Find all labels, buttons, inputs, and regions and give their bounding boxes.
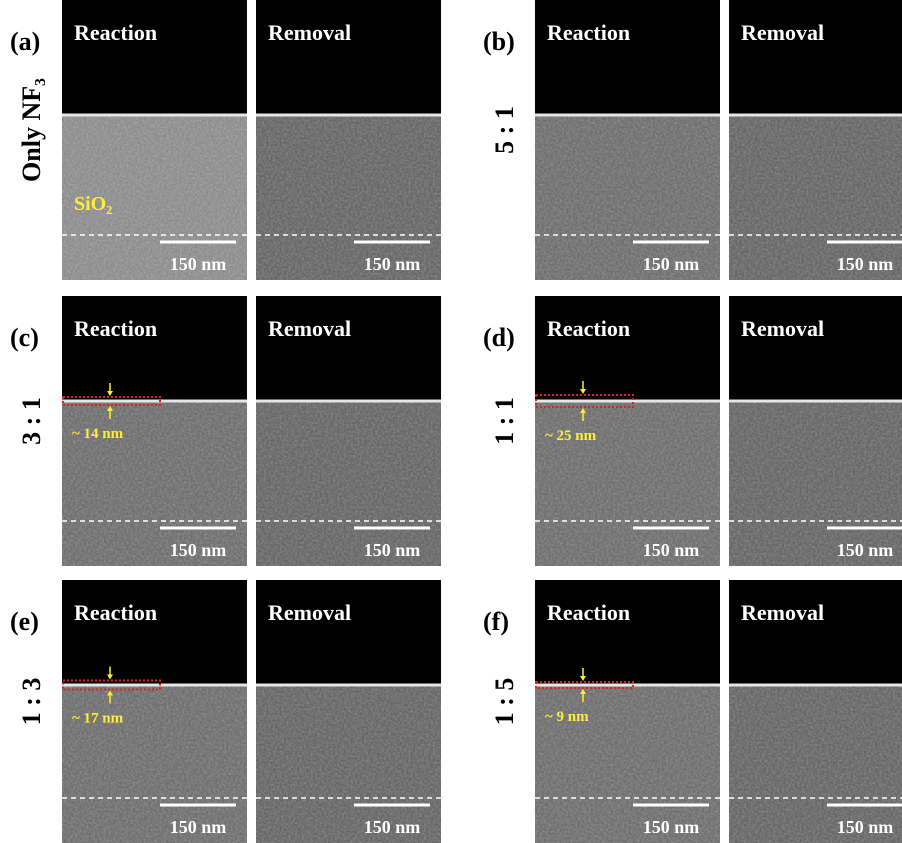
scale-bar-label: 150 nm	[643, 540, 700, 560]
scale-bar-label: 150 nm	[643, 817, 700, 837]
scale-bar-label: 150 nm	[170, 540, 227, 560]
substrate-texture	[256, 401, 441, 566]
image-title: Removal	[741, 316, 824, 341]
thickness-box	[62, 396, 161, 406]
thickness-label: ~ 17 nm	[72, 711, 124, 727]
condition-label: Only NF₃	[17, 78, 46, 182]
image-title: Reaction	[74, 20, 157, 45]
substrate-texture	[62, 115, 247, 280]
thickness-label: ~ 14 nm	[72, 426, 124, 442]
scale-bar-label: 150 nm	[643, 254, 700, 274]
substrate-texture	[535, 685, 720, 843]
arrow-head	[580, 408, 586, 413]
condition-label: 1 : 3	[17, 678, 46, 726]
condition-label: 1 : 1	[490, 397, 519, 445]
image-title: Reaction	[74, 600, 157, 625]
panel-label: (f)	[483, 607, 509, 636]
image-title: Removal	[741, 20, 824, 45]
image-title: Removal	[741, 600, 824, 625]
arrow-head	[107, 674, 113, 680]
substrate-texture	[62, 401, 247, 566]
scale-bar-label: 150 nm	[170, 254, 227, 274]
scale-bar-label: 150 nm	[837, 817, 894, 837]
panel-label: (d)	[483, 323, 515, 352]
thickness-label: ~ 25 nm	[545, 428, 597, 444]
image-title: Removal	[268, 316, 351, 341]
thickness-label: ~ 9 nm	[545, 709, 589, 725]
thickness-box	[535, 394, 634, 408]
scale-bar-label: 150 nm	[364, 540, 421, 560]
thickness-box	[535, 681, 634, 689]
substrate-texture	[535, 401, 720, 566]
arrow-head	[107, 690, 113, 696]
panel-label: (a)	[10, 27, 40, 56]
condition-label: 3 : 1	[17, 397, 46, 445]
arrow-head	[580, 676, 586, 681]
scale-bar-label: 150 nm	[170, 817, 227, 837]
substrate-texture	[535, 115, 720, 280]
arrow-head	[107, 391, 113, 396]
scale-bar-label: 150 nm	[837, 540, 894, 560]
scale-bar-label: 150 nm	[364, 254, 421, 274]
material-label: SiO₂	[74, 193, 112, 215]
panel-label: (c)	[10, 323, 39, 352]
arrow-head	[107, 406, 113, 411]
arrow-head	[580, 389, 586, 394]
image-title: Reaction	[547, 20, 630, 45]
image-title: Reaction	[547, 600, 630, 625]
thickness-box	[62, 679, 161, 691]
substrate-texture	[729, 401, 902, 566]
substrate-texture	[729, 115, 902, 280]
scale-bar-label: 150 nm	[837, 254, 894, 274]
panel-label: (e)	[10, 607, 39, 636]
arrow-head	[580, 689, 586, 694]
substrate-texture	[729, 685, 902, 843]
substrate-texture	[256, 685, 441, 843]
image-title: Removal	[268, 600, 351, 625]
condition-label: 5 : 1	[490, 106, 519, 154]
substrate-texture	[62, 685, 247, 843]
scale-bar-label: 150 nm	[364, 817, 421, 837]
image-title: Reaction	[74, 316, 157, 341]
panel-label: (b)	[483, 27, 515, 56]
condition-label: 1 : 5	[490, 678, 519, 726]
substrate-texture	[256, 115, 441, 280]
image-title: Removal	[268, 20, 351, 45]
image-title: Reaction	[547, 316, 630, 341]
